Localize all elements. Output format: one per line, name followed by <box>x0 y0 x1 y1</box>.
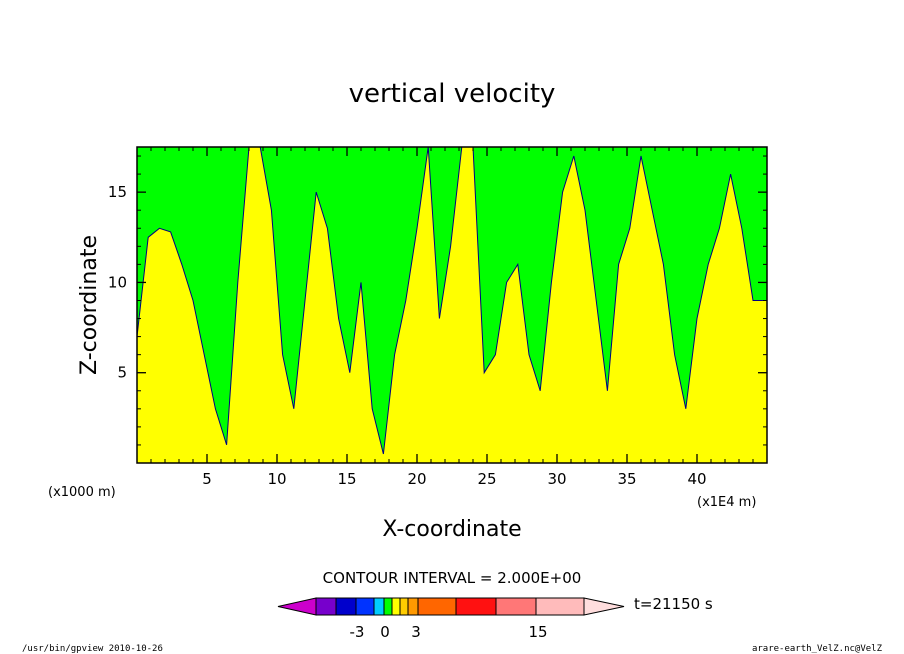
footer-left: /usr/bin/gpview 2010-10-26 <box>22 644 163 654</box>
colorbar-cell <box>383 597 393 616</box>
y-tick-label: 5 <box>117 364 127 382</box>
colorbar-cell <box>391 597 401 616</box>
x-tick-label: 20 <box>407 470 426 488</box>
axis-ticks: 5 10 15 20 25 30 35 40 5 10 15 <box>108 147 767 488</box>
colorbar-cell <box>335 597 357 616</box>
velocity-field <box>137 147 767 463</box>
colorbar-cell <box>417 597 457 616</box>
colorbar-cell <box>495 597 537 616</box>
colorbar-label: -3 <box>350 623 365 641</box>
plot-area: 5 10 15 20 25 30 35 40 5 10 15 <box>108 146 768 488</box>
chart-title: vertical velocity <box>349 79 556 109</box>
x-tick-label: 30 <box>547 470 566 488</box>
x-tick-label: 35 <box>617 470 636 488</box>
y-tick-label: 10 <box>108 273 127 291</box>
footer-right: arare-earth_VelZ.nc@VelZ <box>752 644 883 654</box>
x-tick-label: 5 <box>202 470 212 488</box>
y-axis-label: Z-coordinate <box>77 235 102 375</box>
colorbar-cell <box>535 597 585 616</box>
colorbar-label: 3 <box>411 623 421 641</box>
x-axis-unit: (x1E4 m) <box>697 495 756 510</box>
colorbar-label: 15 <box>528 623 547 641</box>
x-axis-label: X-coordinate <box>382 517 521 542</box>
colorbar-cell <box>407 597 419 616</box>
colorbar-arrow-right <box>583 597 625 616</box>
colorbar-cell <box>355 597 375 616</box>
time-label: t=21150 s <box>634 595 713 613</box>
x-tick-label: 15 <box>337 470 356 488</box>
plot-frame <box>136 146 768 464</box>
x-tick-label: 10 <box>267 470 286 488</box>
colorbar: -3 0 3 15 <box>277 597 625 641</box>
y-axis-unit: (x1000 m) <box>48 485 116 500</box>
colorbar-arrow-left <box>277 597 317 616</box>
x-tick-label: 40 <box>687 470 706 488</box>
y-tick-label: 15 <box>108 183 127 201</box>
colorbar-cell <box>315 597 337 616</box>
colorbar-cell <box>373 597 385 616</box>
colorbar-label: 0 <box>380 623 390 641</box>
x-tick-label: 25 <box>477 470 496 488</box>
positive-region <box>137 147 767 463</box>
contour-interval-label: CONTOUR INTERVAL = 2.000E+00 <box>323 569 582 587</box>
colorbar-cell <box>455 597 497 616</box>
colorbar-cell <box>399 597 409 616</box>
